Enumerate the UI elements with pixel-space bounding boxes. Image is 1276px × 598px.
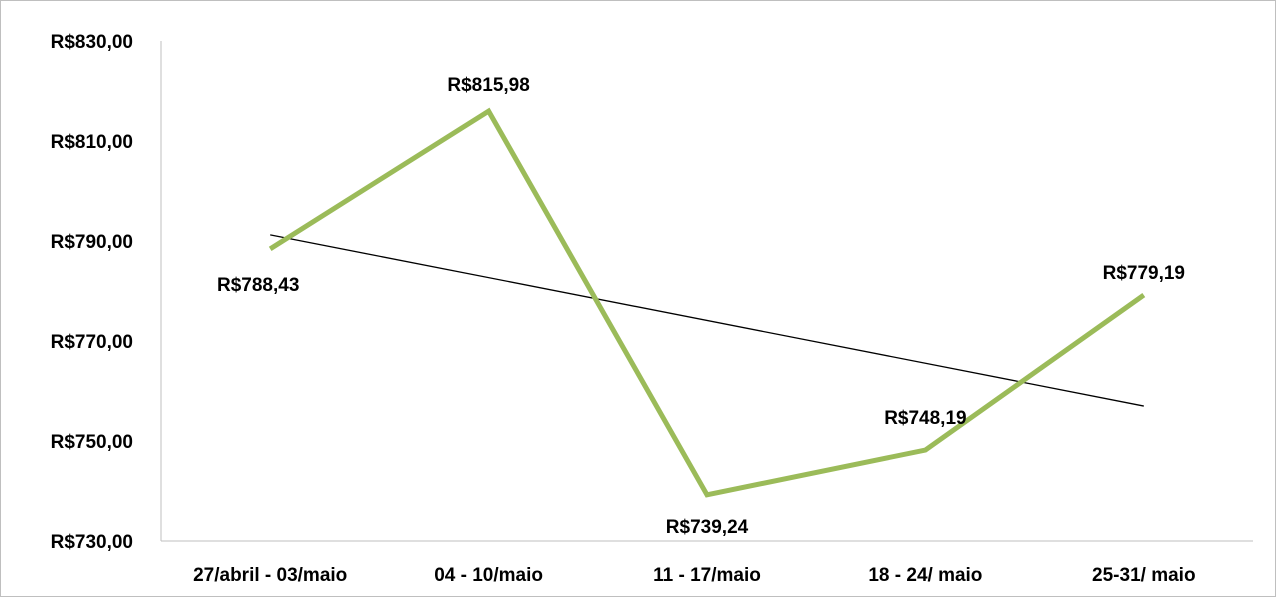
y-tick-label: R$770,00 [51, 332, 133, 353]
data-label: R$779,19 [1103, 263, 1185, 284]
y-tick-label: R$750,00 [51, 432, 133, 453]
y-tick-label: R$830,00 [51, 32, 133, 53]
series-line [270, 111, 1144, 495]
y-tick-labels: R$730,00 R$750,00 R$770,00 R$790,00 R$810,00… [51, 32, 133, 553]
x-tick-label: 27/abril - 03/maio [193, 565, 347, 586]
data-label: R$739,24 [666, 517, 749, 538]
y-tick-label: R$790,00 [51, 232, 133, 253]
data-label: R$748,19 [884, 408, 966, 429]
data-label: R$815,98 [447, 75, 529, 96]
y-tick-label: R$730,00 [51, 532, 133, 553]
x-tick-label: 11 - 17/maio [653, 565, 761, 586]
x-tick-labels: 27/abril - 03/maio 04 - 10/maio 11 - 17/ma… [193, 565, 1195, 586]
trendline [270, 235, 1144, 406]
y-tick-label: R$810,00 [51, 132, 133, 153]
x-tick-label: 04 - 10/maio [434, 565, 543, 586]
data-labels: R$788,43 R$815,98 R$739,24 R$748,19 R$779,19 [217, 75, 1185, 538]
x-tick-label: 25-31/ maio [1092, 565, 1196, 586]
data-label: R$788,43 [217, 275, 299, 296]
x-tick-label: 18 - 24/ maio [868, 565, 982, 586]
